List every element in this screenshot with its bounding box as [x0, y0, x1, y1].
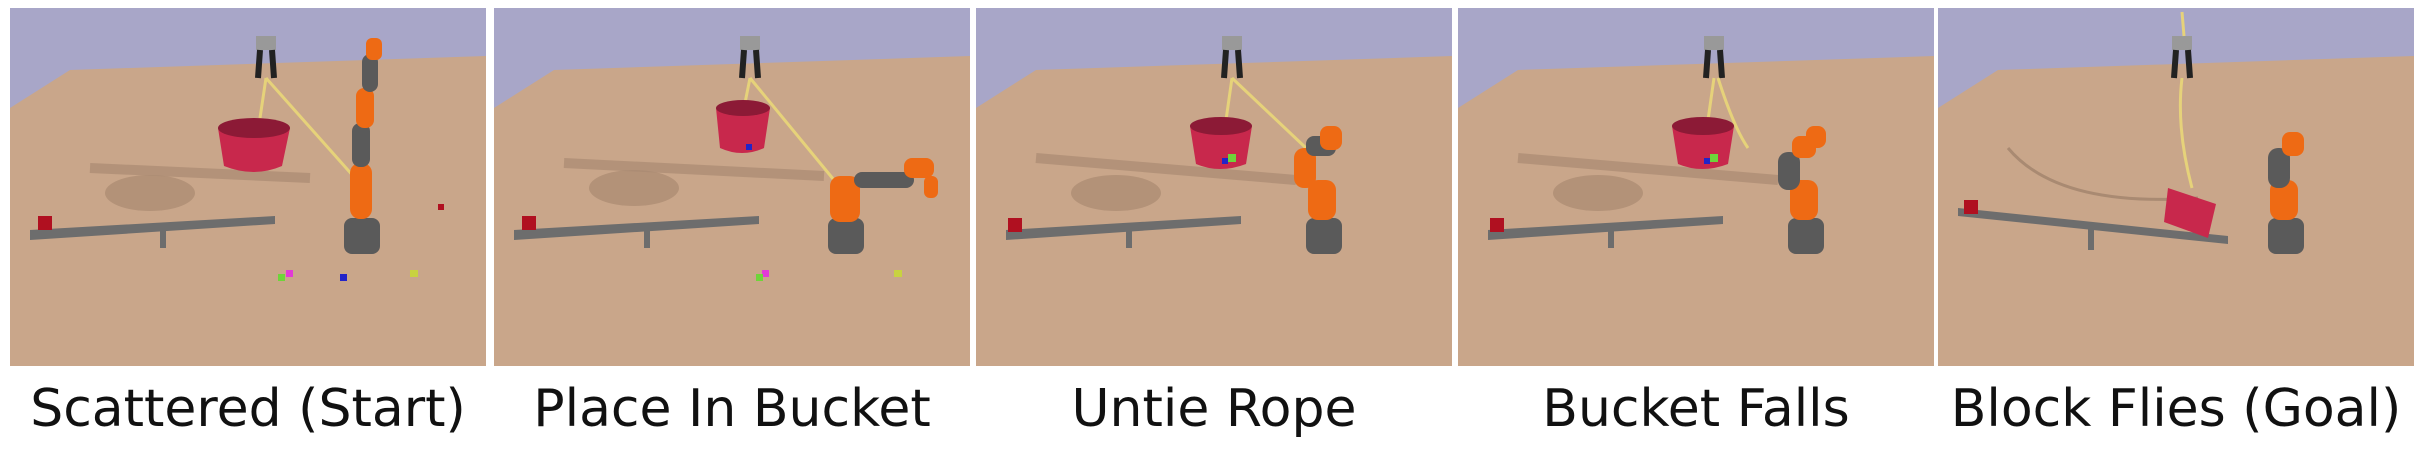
bucket-rim: [1190, 117, 1252, 135]
arm-link: [2270, 180, 2298, 220]
seesaw-pivot: [1608, 224, 1614, 248]
scene-render: [10, 8, 486, 366]
block: [894, 270, 902, 277]
gripper-icon: [1221, 49, 1243, 79]
caption-scattered-start: Scattered (Start): [30, 379, 466, 439]
block: [1222, 158, 1228, 164]
arm-base: [2268, 218, 2304, 254]
bucket-shadow: [1553, 175, 1643, 211]
seesaw: [1006, 216, 1241, 240]
arm-link: [1320, 126, 1342, 150]
scene-panel-place-in-bucket: [494, 8, 970, 366]
rope: [258, 77, 357, 179]
rope-shadow: [1035, 153, 1297, 185]
arm-link: [2282, 132, 2304, 156]
block: [756, 274, 763, 281]
rope-shadow: [2006, 147, 2199, 201]
scene-render: [494, 8, 970, 366]
arm-link: [1790, 180, 1818, 220]
arm-link: [366, 38, 382, 60]
gripper-mount: [2172, 36, 2192, 50]
block: [1228, 154, 1236, 162]
block: [340, 274, 347, 281]
arm-link: [362, 54, 378, 92]
block: [762, 270, 769, 277]
arm-link: [2268, 148, 2290, 188]
caption-bucket-falls: Bucket Falls: [1542, 379, 1850, 439]
rope: [2178, 11, 2194, 189]
bucket-rim: [716, 100, 770, 116]
caption-block-flies-goal: Block Flies (Goal): [1950, 379, 2402, 439]
arm-link: [1778, 152, 1800, 190]
gripper-mount: [740, 36, 760, 50]
block: [746, 144, 752, 150]
block: [1490, 218, 1504, 232]
gripper-icon: [255, 49, 277, 79]
arm-link: [350, 163, 372, 219]
arm-base: [344, 218, 380, 254]
scene-panel-scattered-start: [10, 8, 486, 366]
block: [1704, 158, 1710, 164]
arm-link: [904, 158, 934, 178]
sky: [976, 8, 1452, 108]
seesaw-pivot: [160, 224, 166, 248]
block: [38, 216, 52, 230]
sky: [1458, 8, 1934, 108]
scene-render: [976, 8, 1452, 366]
arm-base: [1306, 218, 1342, 254]
arm-link: [924, 176, 938, 198]
block: [278, 274, 285, 281]
gripper-icon: [2171, 49, 2193, 79]
seesaw: [30, 216, 275, 240]
seesaw-pivot: [2088, 226, 2094, 250]
rope: [1224, 76, 1308, 150]
arm-link: [1294, 148, 1316, 188]
block: [286, 270, 293, 277]
block: [1008, 218, 1022, 232]
bucket-shadow: [105, 175, 195, 211]
arm-link: [352, 123, 370, 167]
seesaw: [514, 216, 759, 240]
block: [1964, 200, 1978, 214]
arm-link: [356, 88, 374, 128]
scene-panel-block-flies-goal: [1938, 8, 2414, 366]
block: [410, 270, 418, 277]
gripper-mount: [1222, 36, 1242, 50]
block: [522, 216, 536, 230]
arm-link: [854, 172, 914, 188]
seesaw-pivot: [644, 224, 650, 248]
scene-render: [1458, 8, 1934, 366]
scene-panel-untie-rope: [976, 8, 1452, 366]
bucket: [2164, 188, 2216, 238]
arm-base: [1788, 218, 1824, 254]
bucket-rim: [218, 118, 290, 138]
block: [1710, 154, 1718, 162]
arm-link: [830, 176, 860, 222]
rope: [1706, 77, 1750, 149]
caption-place-in-bucket: Place In Bucket: [533, 379, 931, 439]
rope-shadow: [1517, 153, 1779, 185]
rope-shadow: [563, 158, 825, 181]
sky: [494, 8, 970, 108]
arm-link: [1806, 126, 1826, 148]
gripper-icon: [739, 49, 761, 79]
bucket-shadow: [1071, 175, 1161, 211]
block: [438, 204, 444, 210]
rope-shadow: [89, 163, 311, 183]
seesaw: [1488, 216, 1723, 240]
gripper-mount: [1704, 36, 1724, 50]
scene-render: [1938, 8, 2414, 366]
caption-untie-rope: Untie Rope: [1071, 379, 1357, 439]
arm-base: [828, 218, 864, 254]
seesaw-pivot: [1126, 224, 1132, 248]
gripper-icon: [1703, 49, 1725, 79]
arm-link: [1308, 180, 1336, 220]
bucket-rim: [1672, 117, 1734, 135]
scene-panel-bucket-falls: [1458, 8, 1934, 366]
sky: [10, 8, 486, 108]
bucket-shadow: [589, 170, 679, 206]
gripper-mount: [256, 36, 276, 50]
